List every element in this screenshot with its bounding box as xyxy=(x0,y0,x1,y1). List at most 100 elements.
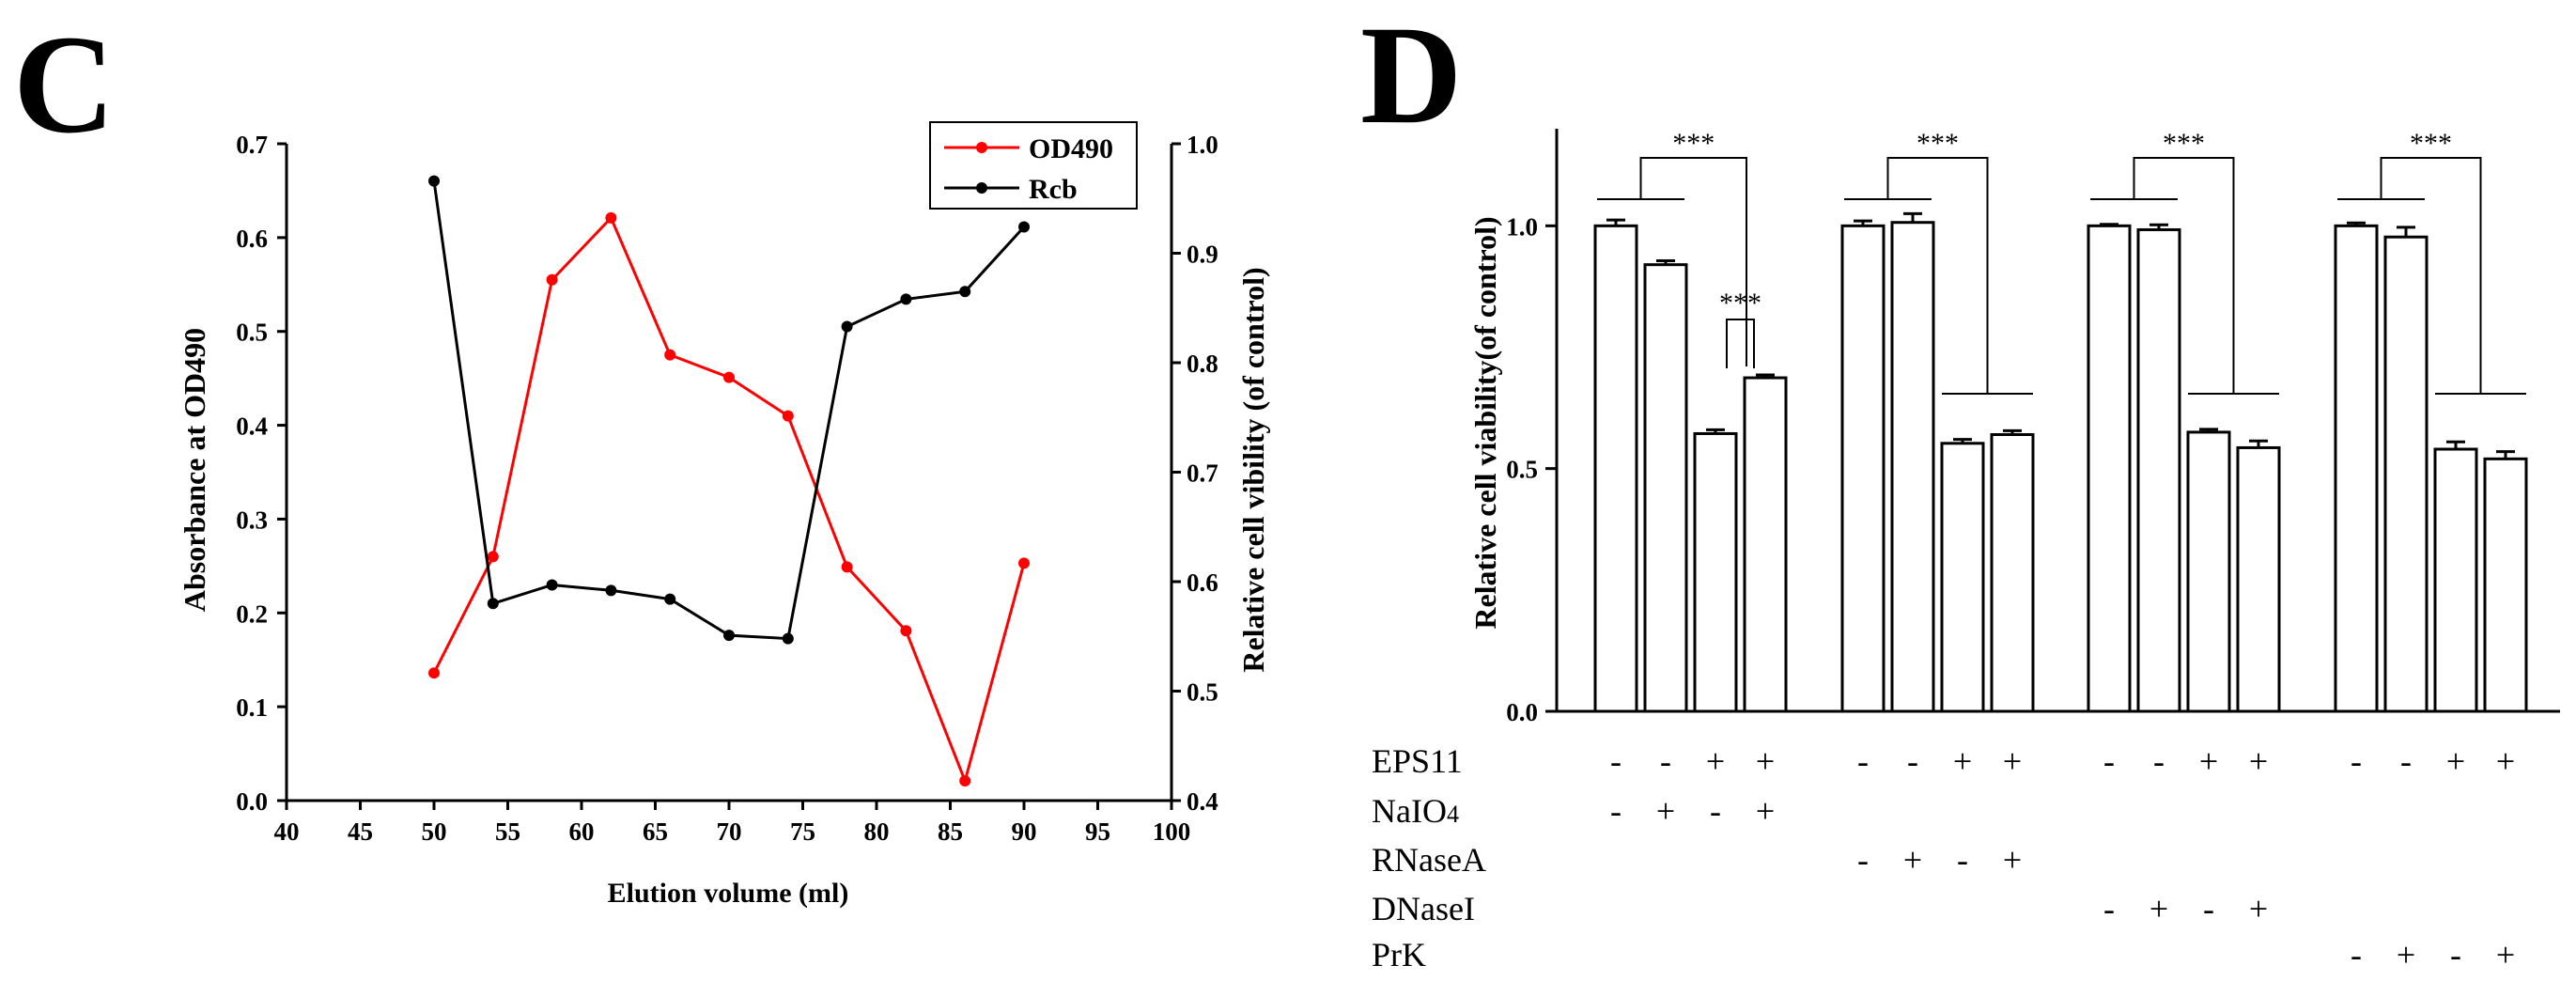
chart-c-x-axis-label: Elution volume (ml) xyxy=(608,878,849,909)
treatment-sign: - xyxy=(1710,792,1721,830)
chart-c-legend-box xyxy=(929,121,1138,210)
chart-c-y-ticks: 0.0 0.1 0.2 0.3 0.4 0.5 0.6 0.7 xyxy=(236,131,287,816)
treatment-sign: - xyxy=(1907,742,1918,780)
treatment-sign: - xyxy=(2351,742,2362,780)
chart-c-y2-tick-label: 1.0 xyxy=(1187,131,1218,159)
treatment-sign: - xyxy=(2203,890,2214,927)
series-point-od490 xyxy=(487,551,499,563)
chart-c-y-axis-label: Absorbance at OD490 xyxy=(178,328,211,612)
bar xyxy=(2236,445,2281,713)
chart-c-legend: OD490 Rcb xyxy=(929,121,1138,210)
chart-c-x-tick-label: 95 xyxy=(1085,818,1110,846)
treatment-label-subscript: 4 xyxy=(1447,801,1459,828)
treatment-sign: - xyxy=(1857,841,1869,879)
series-point-od490 xyxy=(782,410,794,422)
chart-d-y-axis-label: Relative cell viability(of control) xyxy=(1468,216,1502,629)
legend-label-od490: OD490 xyxy=(1029,133,1113,164)
significance-label: *** xyxy=(2163,128,2205,159)
legend-marker-rcb xyxy=(976,182,987,194)
chart-d-y-tick-label: 1.0 xyxy=(1506,212,1538,241)
significance-label: *** xyxy=(1719,288,1761,319)
treatment-label-text: EPS11 xyxy=(1372,742,1463,780)
treatment-sign: + xyxy=(2249,890,2268,927)
chart-d-bars xyxy=(1593,211,2528,713)
treatment-sign: - xyxy=(2103,742,2115,780)
chart-c-series xyxy=(428,175,1030,787)
chart-d: 0.0 0.5 1.0 Relative cell viability(of con… xyxy=(1372,128,2560,973)
series-point-rcb xyxy=(1018,221,1030,233)
series-point-rcb xyxy=(546,579,558,591)
chart-c-y-tick-label: 0.7 xyxy=(236,131,268,159)
significance-label: *** xyxy=(2410,128,2452,159)
treatment-label: PrK xyxy=(1372,936,1426,973)
series-line-rcb xyxy=(432,180,1026,641)
treatment-sign: - xyxy=(2351,936,2362,973)
bar xyxy=(1890,221,1935,713)
chart-c-y2-tick-label: 0.9 xyxy=(1187,241,1218,269)
chart-c-y2-axis-label: Relative cell vibility (of control) xyxy=(1236,267,1270,672)
treatment-sign: - xyxy=(1857,742,1869,780)
chart-c-y-tick-label: 0.3 xyxy=(236,506,268,534)
series-point-rcb xyxy=(959,286,971,298)
chart-c-y2-tick-label: 0.6 xyxy=(1187,568,1218,597)
significance-bracket xyxy=(2133,157,2235,394)
chart-d-y-tick-label: 0.5 xyxy=(1506,456,1538,484)
bar xyxy=(1840,224,1885,713)
chart-c-x-tick-label: 65 xyxy=(643,818,668,846)
treatment-label: RNaseA xyxy=(1372,841,1486,879)
treatment-sign: + xyxy=(2003,742,2022,780)
treatment-label: NaIO4 xyxy=(1372,792,1459,830)
chart-c-y-tick-label: 0.0 xyxy=(236,787,268,816)
treatment-sign: - xyxy=(1610,792,1622,830)
bar xyxy=(1593,224,1638,713)
treatment-sign: + xyxy=(1656,792,1675,830)
treatment-sign: - xyxy=(2103,890,2115,927)
bar xyxy=(2383,235,2429,713)
significance-bracket xyxy=(2380,157,2482,394)
treatment-sign: + xyxy=(2003,841,2022,879)
bar xyxy=(1940,442,1985,713)
treatment-sign: - xyxy=(2450,936,2461,973)
chart-c-x-tick-label: 85 xyxy=(938,818,963,846)
chart-c-x-tick-label: 55 xyxy=(495,818,520,846)
series-point-rcb xyxy=(723,630,735,642)
bar xyxy=(2136,227,2181,713)
chart-c-x-tick-label: 45 xyxy=(348,818,373,846)
treatment-sign: + xyxy=(1756,742,1775,780)
bar xyxy=(1990,433,2035,713)
treatment-label: DNaseI xyxy=(1372,890,1475,927)
series-point-rcb xyxy=(428,175,440,187)
treatment-sign: - xyxy=(1610,742,1622,780)
chart-c-y-tick-label: 0.6 xyxy=(236,225,268,253)
series-point-od490 xyxy=(664,349,676,361)
series-point-rcb xyxy=(782,632,794,645)
legend-label-rcb: Rcb xyxy=(1029,174,1078,205)
chart-c-x-tick-label: 50 xyxy=(422,818,447,846)
significance-label: *** xyxy=(1672,128,1715,159)
chart-c-x-ticks: 40 45 50 55 60 65 70 75 80 85 90 95 100 xyxy=(274,801,1190,846)
treatment-sign: + xyxy=(2199,742,2218,780)
significance-label: *** xyxy=(1916,128,1959,159)
series-point-od490 xyxy=(841,561,853,573)
series-point-od490 xyxy=(900,625,912,637)
panel-label-d: D xyxy=(1360,0,1462,153)
bar xyxy=(2087,224,2132,713)
treatment-label-text: PrK xyxy=(1372,936,1426,973)
treatment-sign: - xyxy=(1660,742,1671,780)
chart-c-y2-tick-label: 0.5 xyxy=(1187,678,1218,707)
panel-label-c: C xyxy=(13,7,115,163)
significance-bracket xyxy=(1886,157,1989,394)
chart-c-y-tick-label: 0.1 xyxy=(236,693,268,722)
treatment-label-text: NaIO xyxy=(1372,792,1447,830)
chart-c-x-tick-label: 80 xyxy=(864,818,890,846)
treatment-sign: + xyxy=(1756,792,1775,830)
series-point-rcb xyxy=(841,320,853,333)
treatment-sign: + xyxy=(2149,890,2168,927)
series-point-rcb xyxy=(605,584,617,597)
series-point-rcb xyxy=(664,593,676,605)
legend-marker-od490 xyxy=(976,142,987,153)
chart-c-y2-tick-label: 0.8 xyxy=(1187,350,1218,378)
treatment-sign: + xyxy=(2496,742,2515,780)
series-point-rcb xyxy=(487,598,499,610)
